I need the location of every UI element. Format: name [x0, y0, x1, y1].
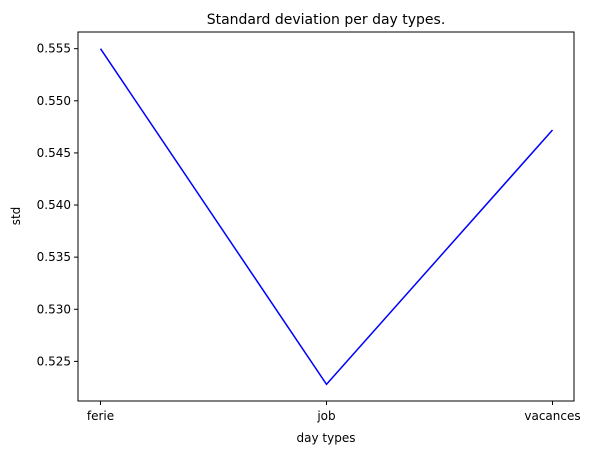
chart-title: Standard deviation per day types. [207, 12, 446, 28]
y-tick-label: 0.550 [37, 94, 71, 108]
x-axis-label: day types [297, 431, 356, 445]
y-tick-label: 0.525 [37, 354, 71, 368]
y-tick-label: 0.540 [37, 198, 71, 212]
x-tick-label: job [316, 409, 335, 423]
x-tick-label: ferie [87, 409, 114, 423]
y-tick-label: 0.535 [37, 250, 71, 264]
y-axis-label: std [9, 207, 23, 226]
y-tick-label: 0.555 [37, 42, 71, 56]
y-tick-label: 0.545 [37, 146, 71, 160]
y-tick-label: 0.530 [37, 302, 71, 316]
x-axis: ferie job vacances [87, 401, 581, 423]
plot-area [77, 31, 575, 402]
y-axis: 0.525 0.530 0.535 0.540 0.545 0.550 0.555 [37, 42, 78, 368]
series-line-std [99, 48, 554, 386]
x-tick-label: vacances [524, 409, 580, 423]
